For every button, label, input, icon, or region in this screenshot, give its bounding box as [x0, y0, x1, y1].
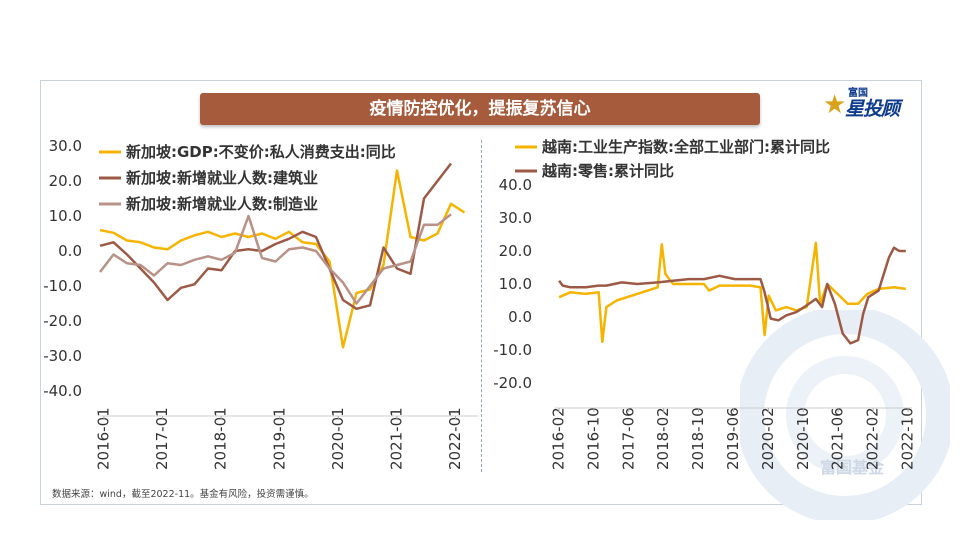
y-tick-label: 0.0: [508, 308, 532, 326]
y-tick-label: -20.0: [493, 374, 532, 392]
x-tick-label: 2019-06: [724, 407, 742, 470]
y-tick-label: 0.0: [58, 242, 82, 260]
star-icon: ★: [823, 90, 847, 120]
series-line-0-1: [99, 162, 452, 311]
y-tick-label: 20.0: [499, 242, 532, 260]
x-tick-label: 2018-10: [689, 407, 707, 470]
x-tick-label: 2020-10: [794, 407, 812, 470]
legend-label: 新加坡:GDP:不变价:私人消费支出:同比: [126, 143, 396, 161]
x-tick-label: 2017-01: [153, 407, 171, 470]
legend-label: 新加坡:新增就业人数:建筑业: [126, 169, 318, 187]
y-tick-label: -40.0: [43, 382, 82, 400]
x-tick-label: 2016-01: [95, 407, 113, 470]
footnote: 数据来源：wind，截至2022-11。基金有风险，投资需谨慎。: [52, 489, 314, 500]
x-tick-label: 2019-01: [270, 407, 288, 470]
y-tick-label: 10.0: [499, 275, 532, 293]
series-line-0-0: [99, 169, 466, 349]
x-tick-label: 2022-01: [446, 407, 464, 470]
y-tick-label: 20.0: [49, 172, 82, 190]
x-tick-label: 2020-02: [759, 407, 777, 470]
y-tick-label: 30.0: [49, 137, 82, 155]
x-tick-label: 2022-10: [899, 407, 917, 470]
chart-divider: [481, 140, 482, 472]
series-line-0-2: [99, 213, 452, 305]
x-tick-label: 2017-06: [619, 407, 637, 470]
y-tick-label: 10.0: [49, 207, 82, 225]
legend-label: 新加坡:新增就业人数:制造业: [126, 195, 318, 213]
series-line-1-1: [558, 246, 906, 345]
y-tick-label: -10.0: [493, 341, 532, 359]
x-tick-label: 2016-02: [550, 407, 568, 470]
y-tick-label: -20.0: [43, 312, 82, 330]
x-tick-label: 2021-01: [387, 407, 405, 470]
legend-label: 越南:零售:累计同比: [541, 162, 674, 180]
y-tick-label: 30.0: [499, 209, 532, 227]
brand-logo: ★ 富国 星投顾: [823, 84, 913, 124]
x-tick-label: 2018-01: [212, 407, 230, 470]
legend-label: 越南:工业生产指数:全部工业部门:累计同比: [541, 138, 830, 156]
y-tick-label: -30.0: [43, 347, 82, 365]
watermark-text: 富国基金: [820, 458, 885, 477]
y-tick-label: 40.0: [499, 176, 532, 194]
watermark-logo-icon: [740, 310, 950, 520]
y-tick-label: -10.0: [43, 277, 82, 295]
x-tick-label: 2021-06: [829, 407, 847, 470]
page-title-banner: 疫情防控优化，提振复苏信心: [200, 93, 760, 125]
x-tick-label: 2018-02: [654, 407, 672, 470]
logo-small-text: 富国: [848, 88, 868, 99]
logo-big-text: 星投顾: [845, 98, 900, 120]
series-line-1-0: [558, 241, 906, 344]
x-tick-label: 2016-10: [584, 407, 602, 470]
x-tick-label: 2022-02: [864, 407, 882, 470]
x-tick-label: 2020-01: [329, 407, 347, 470]
